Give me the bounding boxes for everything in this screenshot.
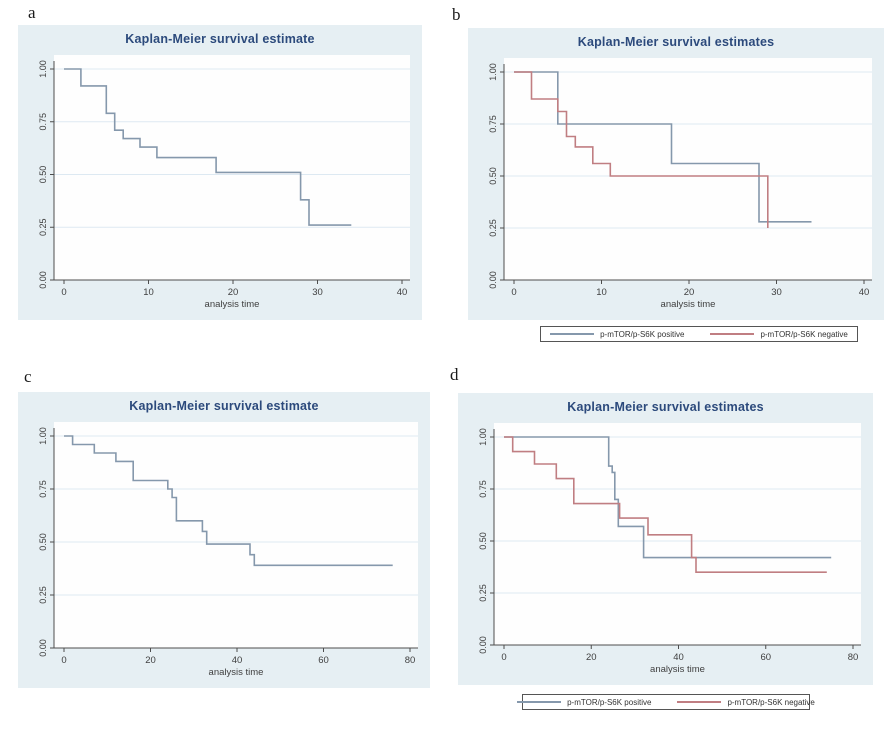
chart-title-a: Kaplan-Meier survival estimate	[125, 32, 315, 46]
svg-text:1.00: 1.00	[488, 63, 498, 81]
svg-text:0.50: 0.50	[488, 167, 498, 185]
chart-card-b: Kaplan-Meier survival estimates 0.00 0.25…	[468, 28, 884, 320]
svg-text:analysis time: analysis time	[661, 299, 716, 310]
chart-card-d: Kaplan-Meier survival estimates 0.00 0.25…	[458, 393, 873, 685]
legend-line-negative	[677, 701, 722, 703]
svg-text:60: 60	[318, 655, 329, 666]
panel-b: b Kaplan-Meier survival estimates 0.00 0.…	[440, 0, 889, 355]
legend-entry-positive: p-mTOR/p-S6K positive	[517, 698, 651, 707]
svg-text:40: 40	[397, 287, 408, 298]
svg-text:analysis time: analysis time	[209, 667, 264, 678]
chart-title-d: Kaplan-Meier survival estimates	[567, 400, 764, 414]
svg-text:0.25: 0.25	[478, 584, 488, 602]
svg-text:0.25: 0.25	[488, 219, 498, 237]
svg-text:0.50: 0.50	[38, 166, 48, 184]
panel-letter-b: b	[452, 5, 461, 24]
svg-text:40: 40	[859, 287, 870, 298]
legend-line-positive	[550, 333, 595, 335]
svg-text:40: 40	[673, 652, 684, 663]
svg-text:0.50: 0.50	[38, 533, 48, 551]
chart-title-c: Kaplan-Meier survival estimate	[129, 399, 319, 413]
svg-text:0.75: 0.75	[488, 115, 498, 133]
svg-text:0.00: 0.00	[488, 271, 498, 289]
svg-text:0.00: 0.00	[38, 639, 48, 657]
km-plot-d: 0.00 0.25 0.50 0.75 1.00 0 20 40 60 80 analysis ti…	[458, 419, 873, 685]
chart-card-c: Kaplan-Meier survival estimate 0.00 0.25 0…	[18, 392, 430, 688]
legend-label-positive: p-mTOR/p-S6K positive	[600, 329, 685, 339]
svg-text:80: 80	[848, 652, 859, 663]
svg-text:0.75: 0.75	[38, 113, 48, 131]
svg-text:0.75: 0.75	[38, 480, 48, 498]
legend-b: p-mTOR/p-S6K positive p-mTOR/p-S6K negat…	[540, 326, 858, 342]
svg-text:20: 20	[586, 652, 597, 663]
panel-letter-c: c	[24, 367, 32, 386]
svg-text:0.00: 0.00	[478, 636, 488, 654]
legend-label-negative: p-mTOR/p-S6K negative	[727, 697, 815, 707]
svg-text:1.00: 1.00	[38, 60, 48, 78]
svg-text:0.75: 0.75	[478, 480, 488, 498]
svg-text:0.50: 0.50	[478, 532, 488, 550]
legend-line-positive	[517, 701, 562, 703]
km-plot-b: 0.00 0.25 0.50 0.75 1.00 0 10 20 30 40 analysis ti…	[468, 54, 884, 320]
km-plot-c: 0.00 0.25 0.50 0.75 1.00 0 20 40 60 80 analysis ti…	[18, 418, 430, 688]
svg-text:1.00: 1.00	[478, 428, 488, 446]
svg-text:0.00: 0.00	[38, 271, 48, 289]
svg-text:1.00: 1.00	[38, 427, 48, 445]
legend-label-positive: p-mTOR/p-S6K positive	[567, 697, 652, 707]
panel-c: c Kaplan-Meier survival estimate 0.00 0.2…	[0, 360, 440, 700]
svg-text:30: 30	[312, 287, 323, 298]
svg-text:0.25: 0.25	[38, 586, 48, 604]
svg-text:20: 20	[684, 287, 695, 298]
svg-text:20: 20	[145, 655, 156, 666]
svg-text:0: 0	[501, 652, 506, 663]
svg-text:0.25: 0.25	[38, 218, 48, 236]
legend-entry-negative: p-mTOR/p-S6K negative	[710, 329, 848, 339]
svg-text:60: 60	[760, 652, 771, 663]
svg-text:10: 10	[596, 287, 607, 298]
km-plot-a: 0.00 0.25 0.50 0.75 1.00 0 10 20 30 40 analysis ti…	[18, 51, 422, 320]
chart-title-b: Kaplan-Meier survival estimates	[577, 35, 775, 49]
svg-text:10: 10	[143, 287, 154, 298]
panel-d: d Kaplan-Meier survival estimates 0.00 0.…	[440, 360, 889, 729]
legend-label-negative: p-mTOR/p-S6K negative	[760, 329, 848, 339]
svg-text:0: 0	[61, 655, 66, 666]
svg-text:80: 80	[405, 655, 416, 666]
legend-d: p-mTOR/p-S6K positive p-mTOR/p-S6K negat…	[517, 694, 815, 710]
svg-text:analysis time: analysis time	[650, 664, 705, 675]
chart-card-a: Kaplan-Meier survival estimate 0.00 0.25 0…	[18, 25, 422, 320]
svg-text:40: 40	[232, 655, 243, 666]
panel-letter-a: a	[28, 3, 36, 22]
panel-a: a Kaplan-Meier survival estimate 0.00 0.2…	[0, 0, 440, 330]
legend-line-negative	[710, 333, 755, 335]
legend-entry-negative: p-mTOR/p-S6K negative	[677, 697, 815, 707]
svg-text:0: 0	[61, 287, 66, 298]
svg-text:20: 20	[228, 287, 239, 298]
panel-letter-d: d	[450, 365, 459, 384]
svg-text:analysis time: analysis time	[205, 299, 260, 310]
svg-text:0: 0	[511, 287, 516, 298]
legend-entry-positive: p-mTOR/p-S6K positive	[550, 330, 684, 339]
svg-text:30: 30	[771, 287, 782, 298]
